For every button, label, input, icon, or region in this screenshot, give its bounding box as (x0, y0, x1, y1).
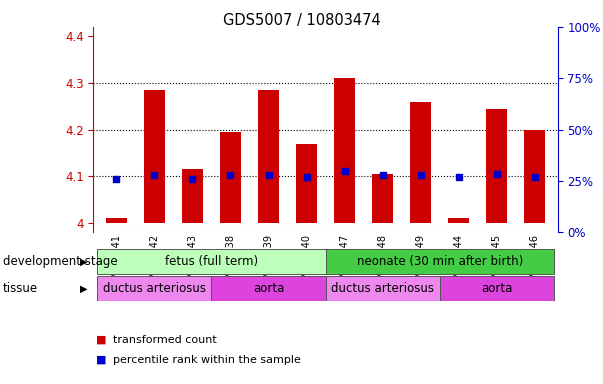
Point (226, 172, 235, 178)
Point (340, 167, 350, 174)
Point (302, 174, 311, 180)
Point (188, 175, 197, 182)
Point (492, 171, 502, 177)
Text: percentile rank within the sample: percentile rank within the sample (113, 355, 302, 365)
Text: aorta: aorta (253, 282, 284, 295)
Text: aorta: aorta (481, 282, 513, 295)
Bar (440, 276, 554, 301)
Bar (372, 174, 393, 223)
Point (112, 175, 121, 182)
Text: fetus (full term): fetus (full term) (165, 255, 258, 268)
Bar (97, 276, 212, 301)
Bar (334, 78, 355, 223)
Bar (106, 218, 127, 223)
Bar (212, 276, 326, 301)
Bar (182, 169, 203, 223)
Bar (326, 276, 440, 301)
Bar (258, 90, 279, 223)
Bar (220, 132, 241, 223)
Point (378, 172, 388, 178)
Point (530, 174, 540, 180)
Point (416, 172, 426, 178)
Point (454, 174, 464, 180)
Text: development stage: development stage (3, 255, 118, 268)
Bar (97, 249, 326, 274)
Point (264, 172, 273, 178)
Bar (296, 144, 317, 223)
Text: ▶: ▶ (80, 283, 87, 293)
Bar (487, 109, 507, 223)
Bar (449, 218, 469, 223)
Bar (144, 90, 165, 223)
Text: neonate (30 min after birth): neonate (30 min after birth) (356, 255, 523, 268)
Text: ■: ■ (96, 335, 107, 345)
Text: tissue: tissue (3, 282, 38, 295)
Text: GDS5007 / 10803474: GDS5007 / 10803474 (223, 13, 380, 28)
Text: ■: ■ (96, 355, 107, 365)
Text: transformed count: transformed count (113, 335, 217, 345)
Text: ▶: ▶ (80, 257, 87, 266)
Bar (326, 249, 554, 274)
Bar (525, 129, 545, 223)
Bar (410, 102, 431, 223)
Point (150, 172, 159, 178)
Text: ductus arteriosus: ductus arteriosus (103, 282, 206, 295)
Text: ductus arteriosus: ductus arteriosus (331, 282, 434, 295)
